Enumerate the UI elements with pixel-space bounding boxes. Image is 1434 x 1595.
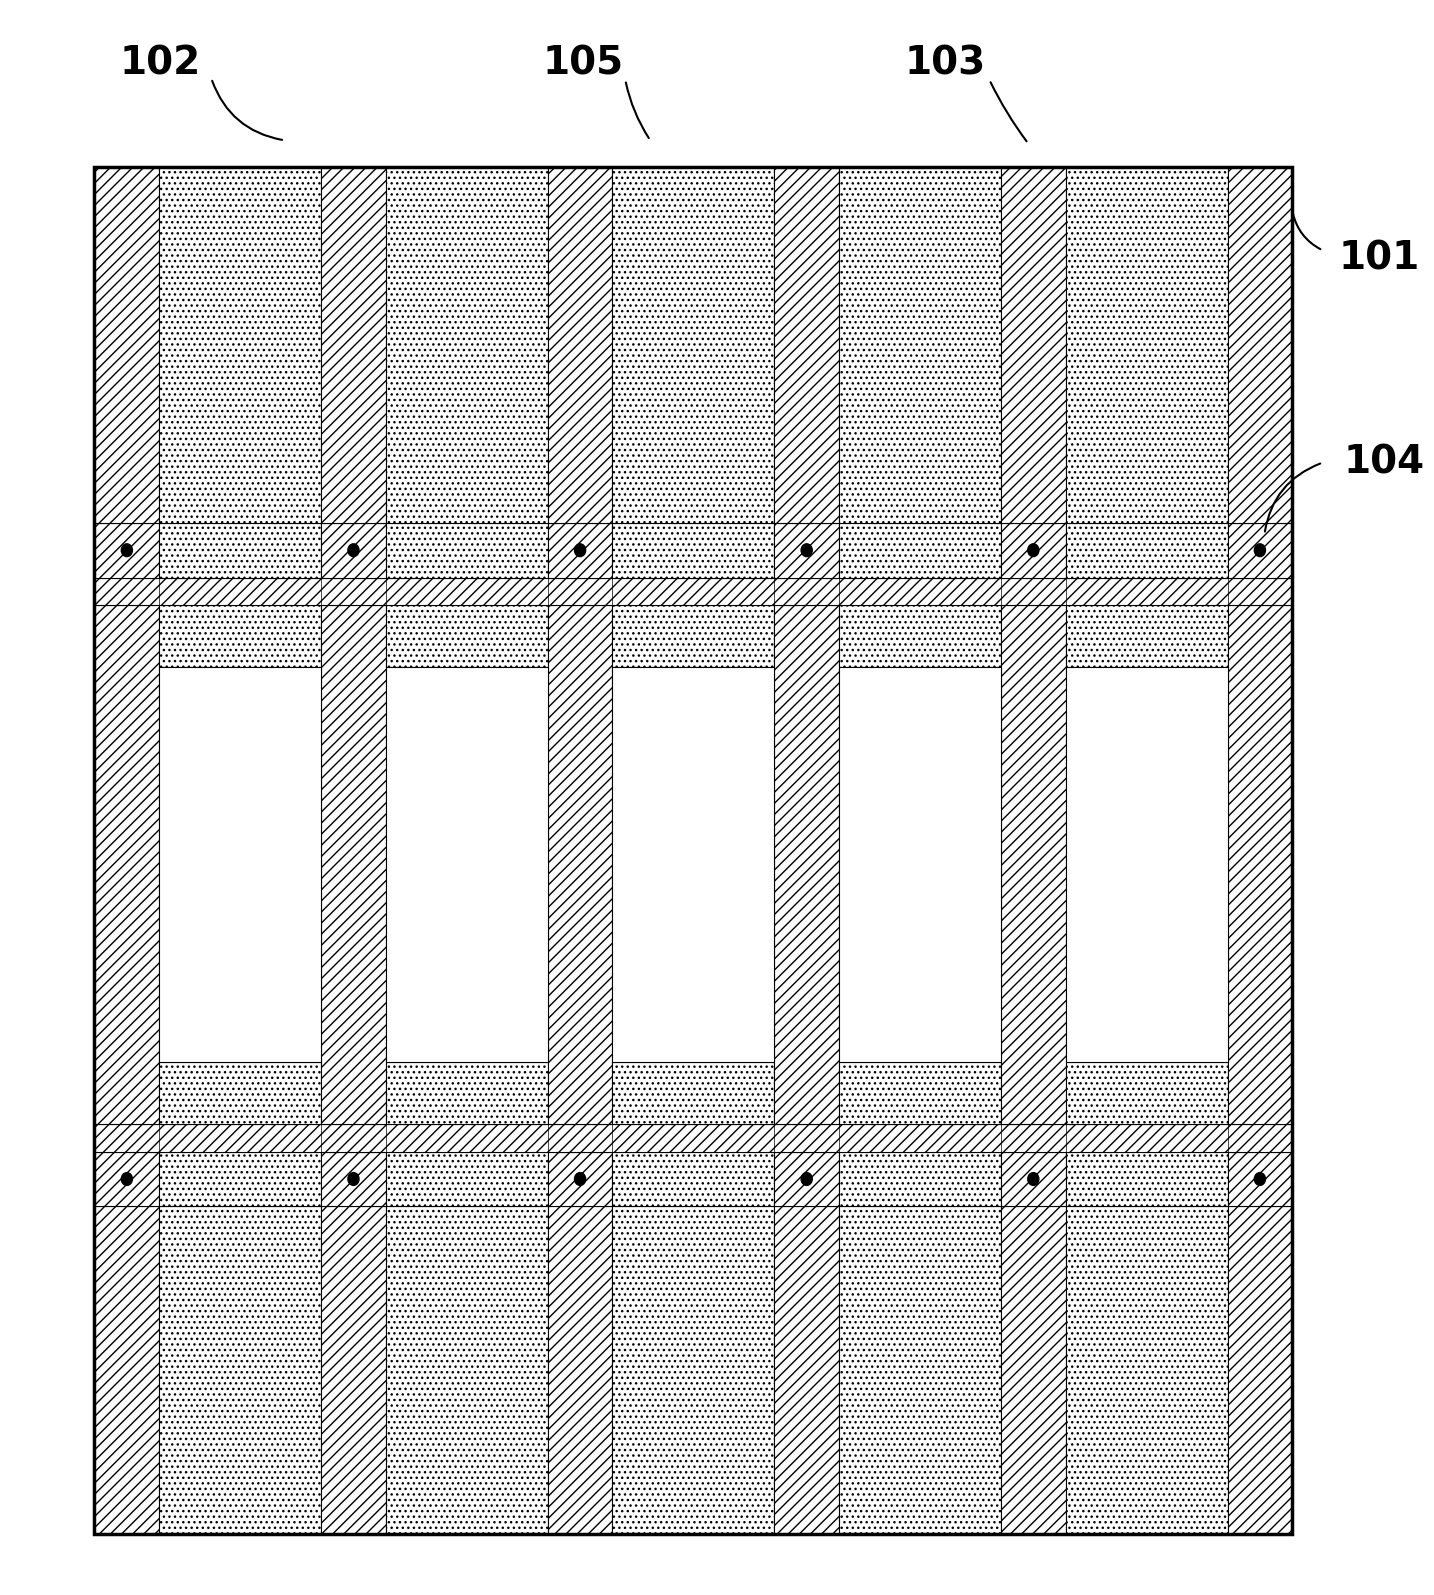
Bar — [159, 167, 321, 523]
Bar — [774, 605, 839, 1124]
Bar — [1065, 167, 1228, 523]
Bar — [386, 1062, 548, 1124]
Bar — [839, 667, 1001, 1062]
Bar — [612, 1152, 774, 1206]
Bar — [612, 167, 774, 523]
Bar — [95, 167, 159, 523]
Bar — [386, 667, 548, 1062]
Bar — [1001, 167, 1065, 523]
Bar — [1228, 523, 1292, 577]
Text: 103: 103 — [905, 45, 985, 83]
Bar — [386, 605, 548, 667]
Bar — [839, 1062, 1001, 1124]
Bar — [839, 1206, 1001, 1534]
Bar — [321, 523, 386, 577]
Bar — [386, 1206, 548, 1534]
Bar — [1228, 605, 1292, 1124]
Text: 102: 102 — [119, 45, 201, 83]
Bar — [1065, 1062, 1228, 1124]
Circle shape — [122, 544, 132, 557]
Bar — [774, 1206, 839, 1534]
Circle shape — [348, 1172, 358, 1185]
Bar — [386, 167, 548, 523]
Bar — [1001, 1206, 1065, 1534]
Bar — [1001, 1152, 1065, 1206]
Bar — [548, 523, 612, 577]
Circle shape — [1255, 544, 1265, 557]
Bar — [159, 1152, 321, 1206]
Bar — [1065, 1206, 1228, 1534]
Bar — [1065, 523, 1228, 577]
Text: 101: 101 — [1338, 239, 1420, 278]
Bar — [548, 167, 612, 523]
Bar — [839, 523, 1001, 577]
Bar — [321, 1206, 386, 1534]
Bar — [386, 523, 548, 577]
Bar — [1065, 605, 1228, 667]
Bar — [386, 1152, 548, 1206]
Bar — [95, 523, 159, 577]
Circle shape — [802, 544, 812, 557]
Bar — [548, 605, 612, 1124]
Bar — [1065, 1152, 1228, 1206]
Bar — [159, 667, 321, 1062]
Circle shape — [575, 544, 585, 557]
Bar — [159, 1206, 321, 1534]
Bar — [839, 1152, 1001, 1206]
Circle shape — [802, 1172, 812, 1185]
Bar — [95, 605, 159, 1124]
Circle shape — [1028, 544, 1038, 557]
Bar — [839, 167, 1001, 523]
Bar — [159, 523, 321, 577]
Bar — [612, 1206, 774, 1534]
Bar — [548, 1206, 612, 1534]
Bar — [612, 1062, 774, 1124]
Bar — [774, 1152, 839, 1206]
Bar — [774, 523, 839, 577]
Bar — [1065, 667, 1228, 1062]
Bar — [1001, 523, 1065, 577]
Bar — [612, 667, 774, 1062]
Bar — [321, 1152, 386, 1206]
Bar — [548, 1152, 612, 1206]
Bar — [612, 605, 774, 667]
Bar — [159, 605, 321, 667]
Bar — [95, 167, 1292, 1534]
Bar — [321, 605, 386, 1124]
Bar — [1228, 1152, 1292, 1206]
Text: 105: 105 — [543, 45, 624, 83]
Circle shape — [1255, 1172, 1265, 1185]
Bar — [1001, 605, 1065, 1124]
Bar — [839, 605, 1001, 667]
Circle shape — [575, 1172, 585, 1185]
Bar — [95, 1206, 159, 1534]
Bar — [95, 1124, 1292, 1152]
Text: 104: 104 — [1344, 443, 1425, 482]
Bar — [95, 577, 1292, 605]
Circle shape — [1028, 1172, 1038, 1185]
Bar — [774, 167, 839, 523]
Bar — [1228, 1206, 1292, 1534]
Circle shape — [348, 544, 358, 557]
Bar — [321, 167, 386, 523]
Bar — [612, 523, 774, 577]
Bar — [95, 1152, 159, 1206]
Circle shape — [122, 1172, 132, 1185]
Bar — [159, 1062, 321, 1124]
Bar — [1228, 167, 1292, 523]
